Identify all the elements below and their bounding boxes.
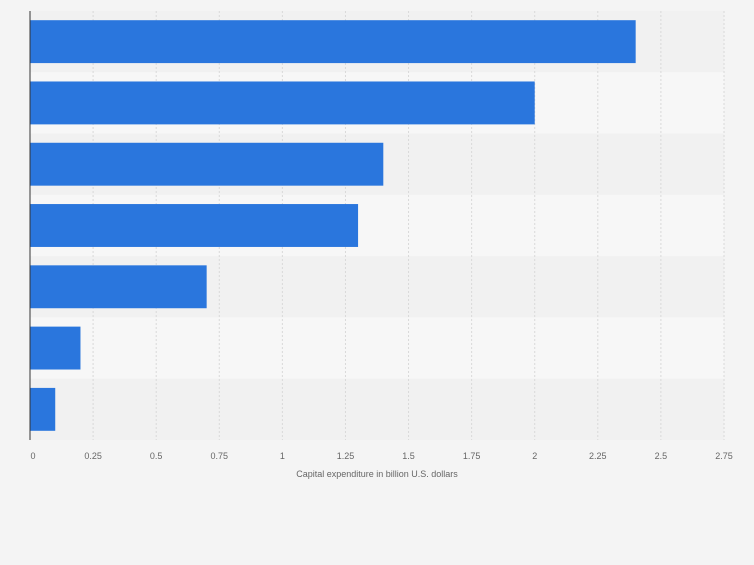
x-axis-label: Capital expenditure in billion U.S. doll… [296,469,458,479]
x-tick-label: 2 [532,451,537,461]
x-tick-label: 0.25 [84,451,102,461]
bar[interactable] [30,20,636,64]
x-tick-label: 2.75 [715,451,733,461]
x-tick-label: 0 [30,451,35,461]
x-tick-label: 1.75 [463,451,481,461]
row-band [30,378,724,440]
bar[interactable] [30,326,81,370]
x-tick-labels: 0 0.25 0.5 0.75 1 1.25 1.5 1.75 2 2.25 2.5 2.75 [30,451,732,461]
gridlines [92,11,725,440]
bar[interactable] [30,204,359,247]
bar[interactable] [30,142,384,186]
x-tick-label: 1.5 [402,451,415,461]
bar[interactable] [30,265,207,309]
x-tick-label: 1.25 [337,451,355,461]
bar[interactable] [30,81,535,125]
x-tick-label: 2.5 [655,451,668,461]
row-band [30,317,724,379]
x-tick-label: 0.5 [150,451,163,461]
bars [30,20,636,431]
x-tick-label: 1 [280,451,285,461]
x-tick-label: 0.75 [211,451,229,461]
bar[interactable] [30,387,56,431]
x-tick-label: 2.25 [589,451,607,461]
